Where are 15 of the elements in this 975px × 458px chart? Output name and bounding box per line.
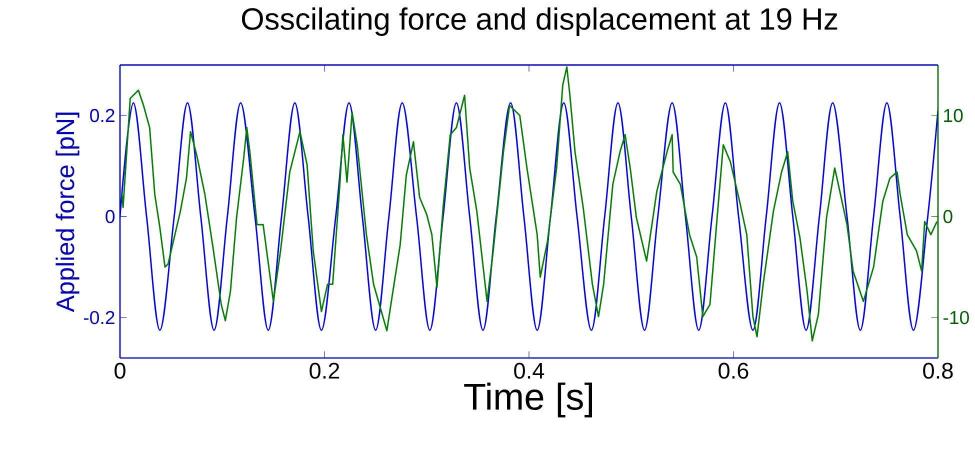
y-axis-title: Applied force [pN] [56, 112, 80, 312]
y2-tick-label: 0 [943, 210, 952, 224]
x-tick-label: 0 [114, 362, 126, 379]
y-tick-label: -0.2 [84, 310, 114, 324]
x-axis-title: Time [s] [464, 382, 592, 418]
line-series [120, 102, 938, 331]
y2-tick-label: -10 [944, 310, 969, 324]
y-tick-label: 0 [106, 210, 115, 224]
x-tick-label: 0.8 [923, 362, 953, 379]
y2-tick-label: 10 [944, 108, 963, 122]
x-tick-label: 0.4 [514, 362, 544, 379]
x-tick-label: 0.2 [310, 362, 340, 379]
y-tick-label: 0.2 [90, 108, 114, 122]
x-tick-label: 0.6 [718, 362, 748, 379]
chart-title: Osscilating force and displacement at 19 Hz [242, 7, 838, 36]
